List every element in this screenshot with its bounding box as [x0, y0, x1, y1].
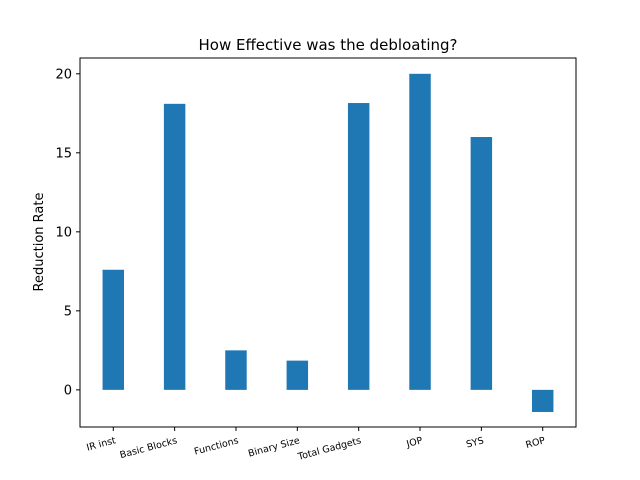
x-tick-label: IR inst — [85, 435, 117, 453]
chart-title: How Effective was the debloating? — [199, 36, 458, 54]
bar-total-gadgets — [347, 103, 370, 390]
bar-binary-size — [286, 360, 309, 390]
bar-basic-blocks — [163, 103, 186, 390]
x-tick-label: Basic Blocks — [119, 435, 179, 461]
bar-ir-inst — [102, 269, 125, 390]
x-tick-label: JOP — [405, 435, 425, 450]
bars-group — [102, 73, 554, 412]
y-axis-label: Reduction Rate — [32, 193, 47, 292]
y-tick-label: 10 — [55, 225, 72, 240]
x-tick-label: ROP — [525, 435, 547, 451]
x-tick-label: Functions — [193, 435, 240, 457]
bar-rop — [531, 389, 554, 412]
y-tick-label: 5 — [64, 304, 72, 319]
x-axis-ticks: IR inst Basic Blocks Functions Binary SizeT… — [85, 427, 547, 463]
y-tick-label: 15 — [55, 146, 72, 161]
y-tick-label: 0 — [64, 383, 72, 398]
bar-sys — [470, 137, 493, 390]
x-tick-label: Total Gadgets — [296, 435, 363, 463]
bar-functions — [225, 350, 247, 390]
x-tick-label: Binary Size — [247, 435, 301, 459]
bar-jop — [409, 73, 431, 390]
x-tick-label: SYS — [465, 435, 485, 450]
y-axis-ticks: 0 5 10 15 20 — [55, 67, 80, 398]
y-tick-label: 20 — [55, 67, 72, 82]
plot-area-frame — [79, 57, 577, 428]
